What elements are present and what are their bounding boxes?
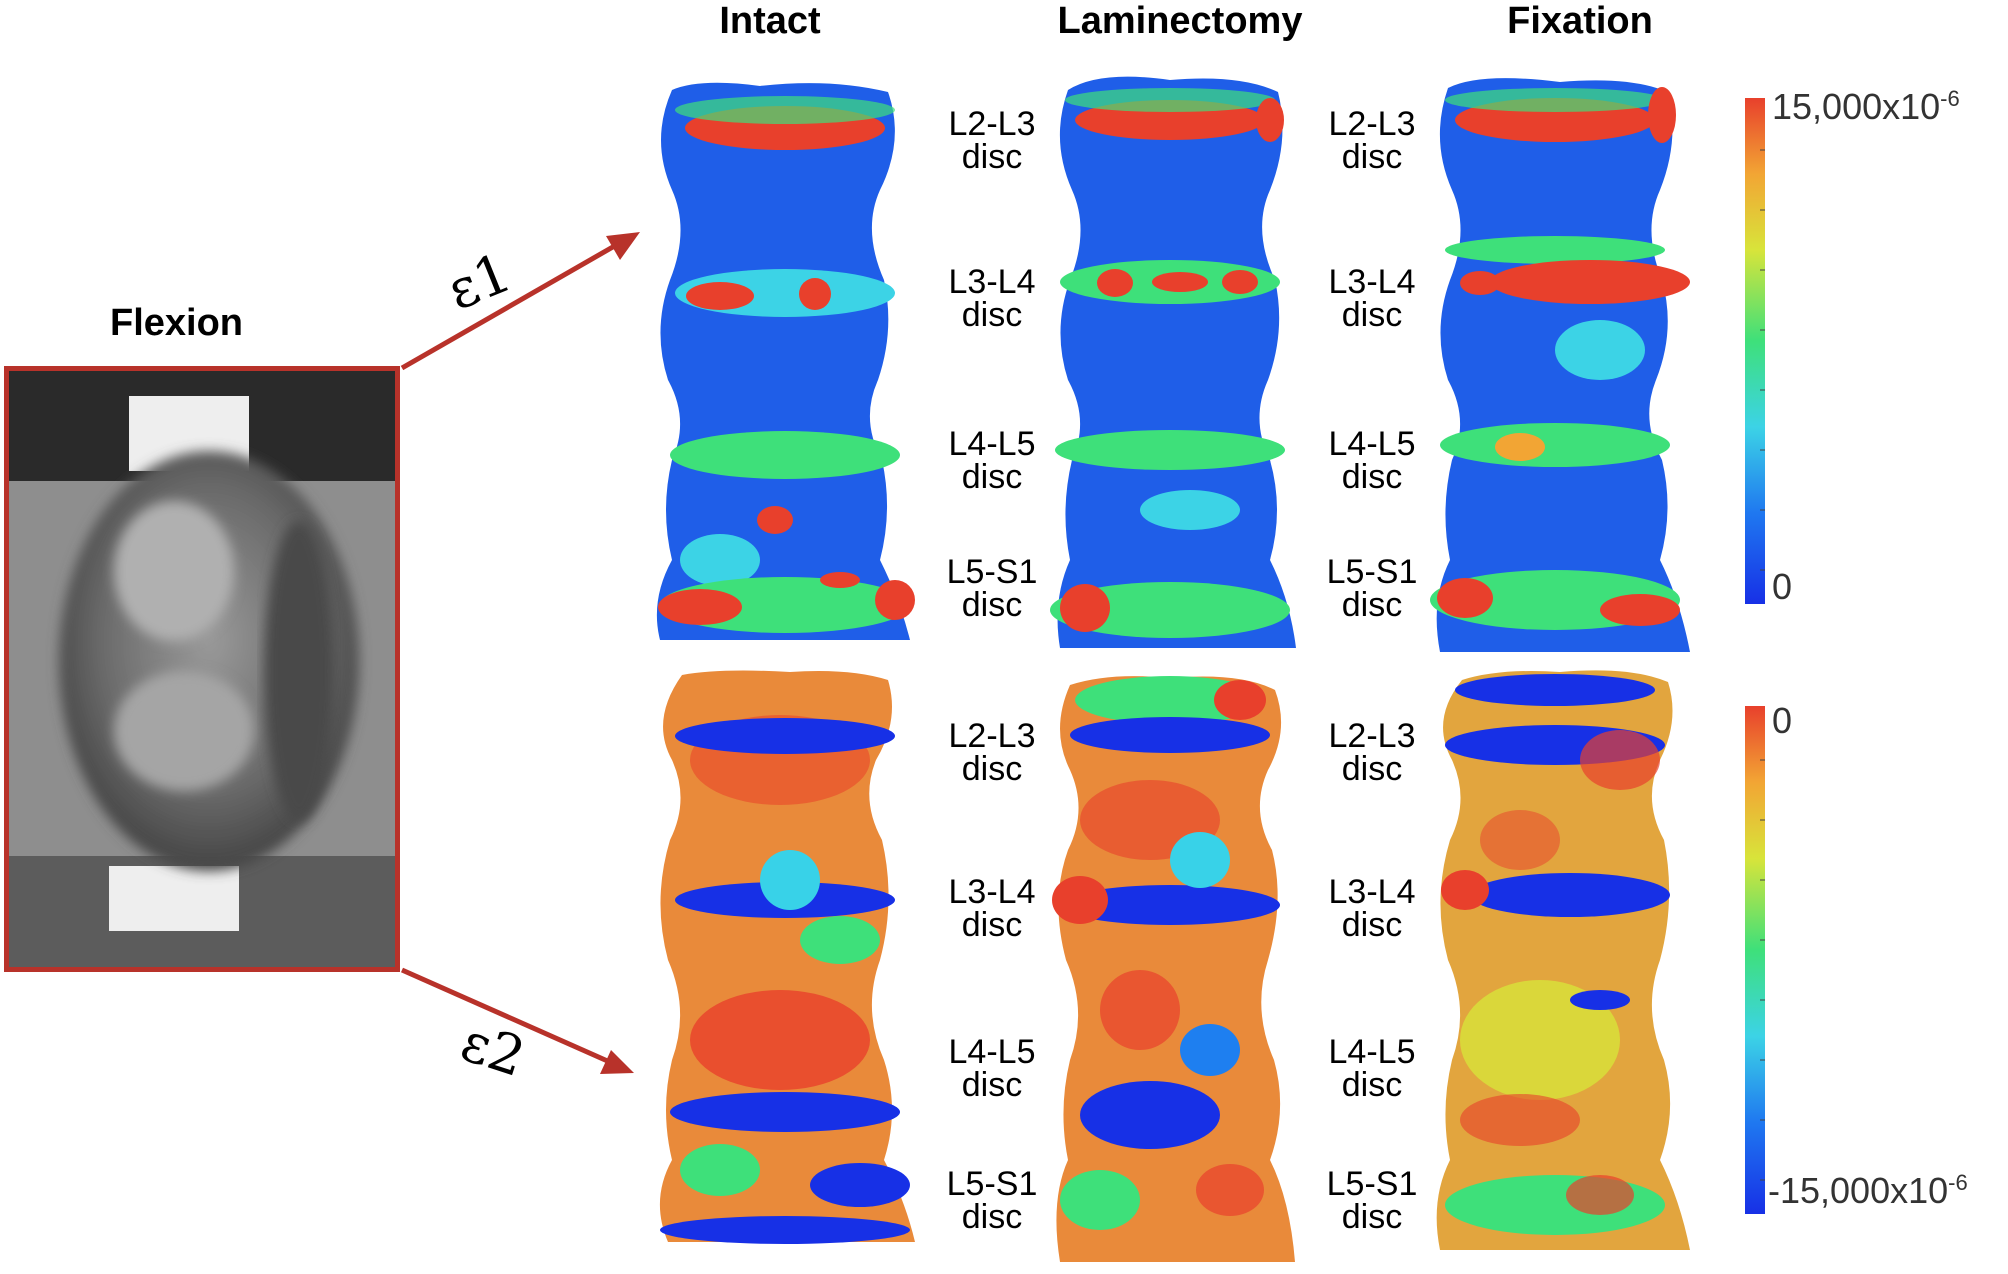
strain-map-e1-fixation: [1430, 78, 1690, 652]
disc-label: L4-L5 disc: [948, 425, 1036, 496]
arrow-bottom: [400, 967, 634, 1074]
disc-label: L3-L4 disc: [948, 873, 1036, 944]
colorbar-bottom-min-label: -15,000x10-6: [1768, 1170, 1968, 1211]
disc-label: L2-L3 disc: [948, 105, 1036, 176]
colorbar-bottom: [1745, 706, 1765, 1214]
colorbar-top: [1745, 98, 1765, 604]
disc-label: L3-L4 disc: [1328, 873, 1416, 944]
strain-map-e2-intact: [659, 670, 915, 1244]
strain-map-e2-fixation: [1436, 670, 1690, 1250]
strain-map-e1-laminectomy: [1050, 76, 1296, 648]
colorbar-top-min-label: 0: [1772, 566, 1793, 607]
disc-label: L4-L5 disc: [1328, 1033, 1416, 1104]
disc-label: L5-S1 disc: [1326, 553, 1418, 624]
disc-label: L2-L3 disc: [1328, 717, 1416, 788]
disc-label: L5-S1 disc: [946, 1165, 1038, 1236]
disc-label: L4-L5 disc: [1328, 425, 1416, 496]
specimen-photo-graphic: [9, 371, 395, 967]
disc-label: L2-L3 disc: [948, 717, 1036, 788]
flexion-title: Flexion: [110, 302, 244, 344]
colorbar-top-max-label: 15,000x10-6: [1772, 86, 1960, 127]
strain-map-e1-intact: [656, 82, 915, 641]
colorbar-ticks: [1760, 149, 1765, 1181]
disc-label: L4-L5 disc: [948, 1033, 1036, 1104]
colorbar-bottom-max-label: 0: [1772, 700, 1793, 741]
disc-label: L5-S1 disc: [946, 553, 1038, 624]
column-heading-intact: Intact: [719, 0, 821, 42]
column-heading-laminectomy: Laminectomy: [1057, 0, 1303, 42]
column-heading-fixation: Fixation: [1507, 0, 1653, 42]
disc-label: L5-S1 disc: [1326, 1165, 1418, 1236]
disc-label: L2-L3 disc: [1328, 105, 1416, 176]
specimen-photo: [4, 366, 400, 972]
disc-label: L3-L4 disc: [948, 263, 1036, 334]
strain-map-e2-laminectomy: [1052, 676, 1295, 1262]
arrow-top: [400, 232, 640, 371]
disc-label: L3-L4 disc: [1328, 263, 1416, 334]
